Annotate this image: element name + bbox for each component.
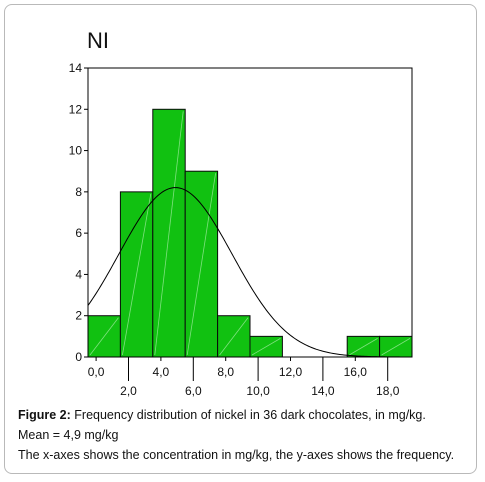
y-axis: 0 2 4 6 8 10 12 14 [69,61,88,364]
bar-sheen [154,111,184,356]
x-tick-label: 12,0 [279,365,303,379]
x-tick-label: 0,0 [88,365,105,379]
bar-sheen [251,338,281,356]
chart-title: NI [87,28,109,53]
bar-sheen [381,338,411,356]
y-tick-label: 14 [69,61,83,75]
x-tick-label: 8,0 [217,365,234,379]
y-tick-label: 8 [75,185,82,199]
bar-sheen [348,338,378,356]
figure-frame [4,4,477,474]
caption-line-1: Figure 2: Frequency distribution of nick… [18,405,473,425]
y-tick-label: 4 [75,267,82,281]
histogram-chart: NI 0 2 4 6 8 10 12 14 0,0 4,0 8,0 12,0 16,0 2,0 6,0 10… [69,28,413,398]
y-tick-label: 6 [75,226,82,240]
x-tick-label: 18,0 [376,384,400,398]
caption-line-2: Mean = 4,9 mg/kg [18,428,119,442]
bar-sheen [89,317,119,356]
y-tick-label: 2 [75,309,82,323]
figure-caption: Figure 2: Frequency distribution of nick… [18,405,473,465]
x-tick-label: 14,0 [311,384,335,398]
x-tick-label: 6,0 [185,384,202,398]
bar-sheen [219,317,249,356]
y-tick-label: 10 [69,144,83,158]
caption-text-1: Frequency distribution of nickel in 36 d… [70,408,426,422]
y-tick-label: 12 [69,102,83,116]
normal-curve [87,187,412,358]
bars-group [87,108,413,358]
x-axis: 0,0 4,0 8,0 12,0 16,0 2,0 6,0 10,0 14,0 18,0 [88,357,400,398]
x-tick-label: 4,0 [153,365,170,379]
x-tick-label: 16,0 [344,365,368,379]
bar-sheen [122,193,152,356]
y-tick-label: 0 [75,350,82,364]
figure-label: Figure 2: [18,408,71,422]
x-tick-label: 10,0 [246,384,270,398]
plot-border [87,67,413,358]
x-tick-label: 2,0 [120,384,137,398]
normal-curve-group [87,187,412,358]
bar-sheen [186,173,216,356]
caption-line-3: The x-axes shows the concentration in mg… [18,448,455,462]
